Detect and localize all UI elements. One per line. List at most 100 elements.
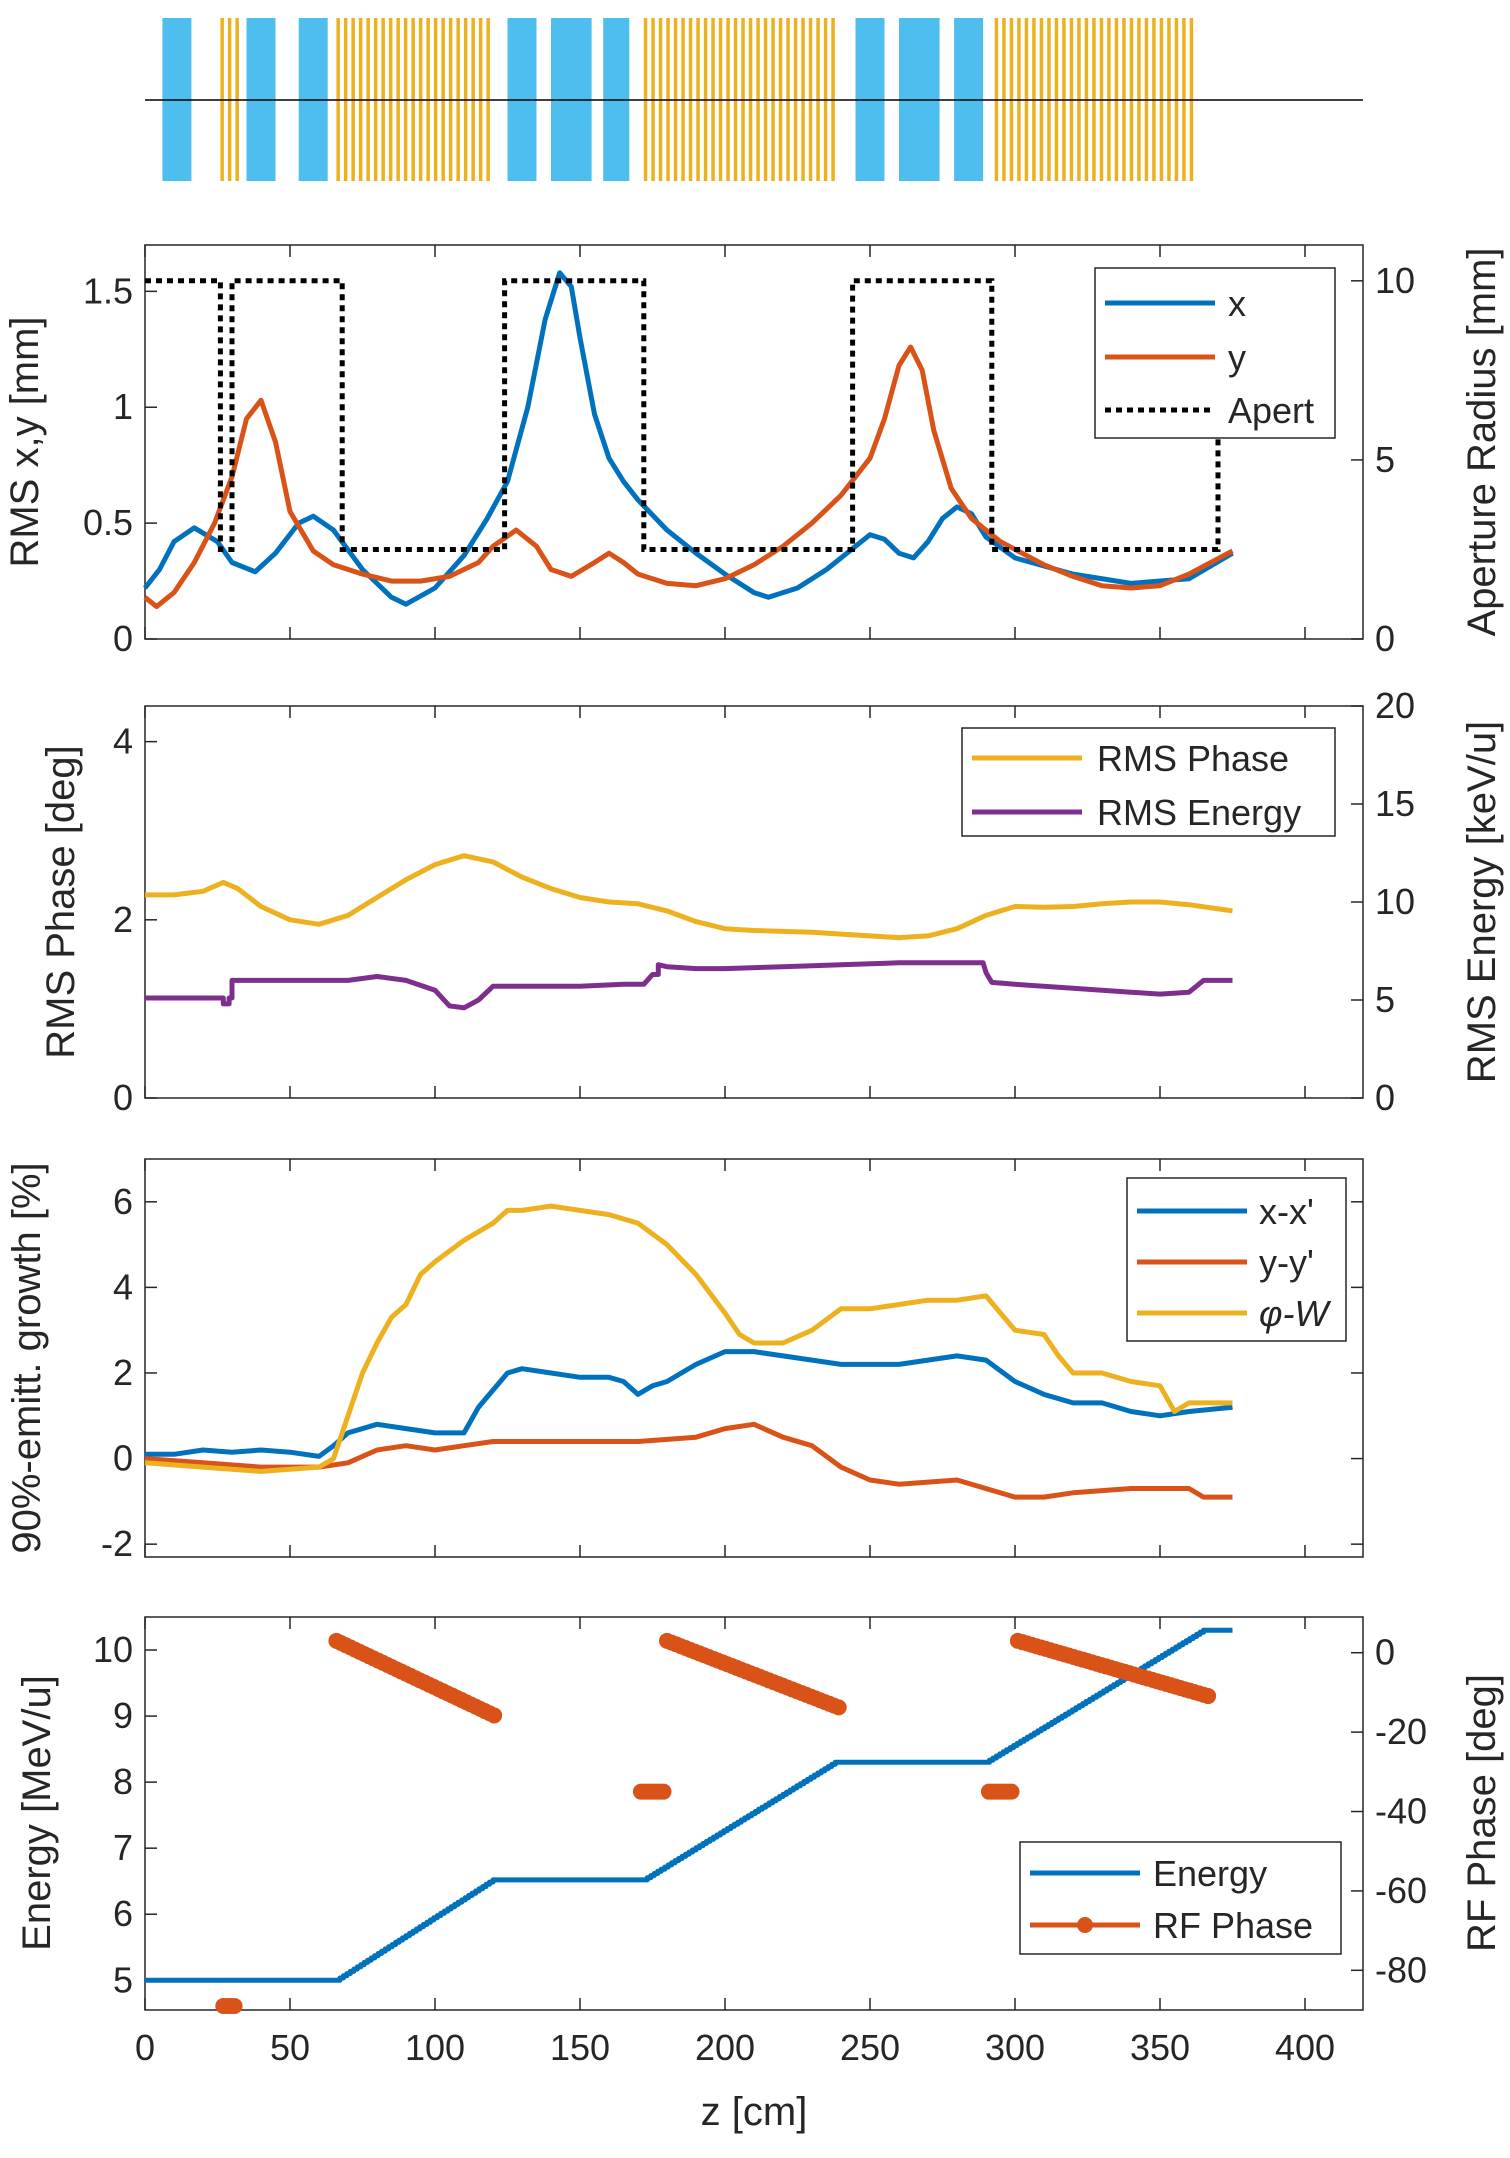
- y2-axis-label: RF Phase [deg]: [1460, 1674, 1504, 1952]
- y2-tick-label: 0: [1375, 1632, 1395, 1673]
- series-energy: [145, 1627, 1233, 1983]
- legend-label-energy: Energy: [1153, 1853, 1267, 1894]
- series-y: [143, 344, 1234, 610]
- legend-label-rf-phase: RF Phase: [1153, 1905, 1313, 1946]
- y2-tick-label: 10: [1375, 260, 1415, 301]
- y2-tick-label: 5: [1375, 439, 1395, 480]
- legend-label-y-yprime: y-y': [1259, 1242, 1314, 1283]
- series-rms-energy: [145, 960, 1233, 1011]
- rf-phase-point: [1200, 1688, 1217, 1705]
- legend-box: [961, 727, 1336, 837]
- lattice-layout: [145, 18, 1363, 181]
- y2-tick-label: -40: [1375, 1791, 1427, 1832]
- y2-tick-label: -80: [1375, 1949, 1427, 1990]
- left-axis-ticks: 0 2 4: [113, 721, 157, 1118]
- legend: x-x' y-y' φ-W: [1126, 1177, 1347, 1342]
- legend-box: [1094, 267, 1336, 439]
- plot-area: [144, 1616, 1364, 2011]
- y2-tick-label: 15: [1375, 783, 1415, 824]
- left-axis-ticks: 0 0.5 1 1.5: [83, 270, 157, 659]
- y2-tick-label: -60: [1375, 1870, 1427, 1911]
- y-tick-label: 1.5: [83, 270, 133, 311]
- y-tick-label: 6: [113, 1893, 133, 1934]
- y-tick-label: 4: [113, 1266, 133, 1307]
- series-x: [143, 270, 1234, 607]
- x-tick-label: 100: [405, 2027, 465, 2068]
- x-tick-label: 50: [270, 2027, 310, 2068]
- left-axis-ticks: 5 6 7 8 9 10: [93, 1629, 157, 2000]
- panel-rms-size: 0 0.5 1 1.5 0 5 10 RMS x,y [mm] Aperture Radi…: [3, 244, 1504, 659]
- x-tick-label: 300: [985, 2027, 1045, 2068]
- series--w: [144, 1203, 1233, 1474]
- y-axis-label: Energy [MeV/u]: [15, 1675, 59, 1951]
- panel-energy-rf-phase: 5 6 7 8 9 10 -80 -60 -40 -20 0 0 50 100 150 200 250 300…: [15, 1616, 1504, 2134]
- left-axis-ticks: -2 0 2 4 6: [101, 1181, 1363, 1564]
- legend: RMS Phase RMS Energy: [961, 727, 1336, 837]
- legend-label-apert: Apert: [1228, 390, 1314, 431]
- x-tick-label: 150: [550, 2027, 610, 2068]
- legend-marker-rf-phase: [1077, 1917, 1093, 1933]
- legend-label-x-xprime: x-x': [1259, 1191, 1314, 1232]
- y2-axis-label: Aperture Radius [mm]: [1460, 247, 1504, 636]
- legend-label-x: x: [1228, 283, 1246, 324]
- series-group: [143, 270, 1234, 610]
- y-tick-label: 2: [113, 899, 133, 940]
- y-tick-label: 9: [113, 1695, 133, 1736]
- x-tick-label: 200: [695, 2027, 755, 2068]
- y-axis-label: RMS x,y [mm]: [3, 316, 47, 567]
- legend: Energy RF Phase: [1019, 1841, 1342, 1955]
- bottom-axis-ticks: [144, 706, 1306, 1098]
- y-tick-label: 1: [113, 386, 133, 427]
- series-apert: [145, 278, 1221, 552]
- legend-box: [1019, 1841, 1342, 1955]
- series-rms-phase: [145, 853, 1233, 941]
- rf-phase-point: [655, 1783, 672, 1800]
- panel-emittance-growth: -2 0 2 4 6 90%-emitt. growth [%] x-x' y-y' φ…: [5, 1158, 1364, 1564]
- y2-tick-label: 0: [1375, 618, 1395, 659]
- y2-tick-label: 5: [1375, 979, 1395, 1020]
- x-tick-label: 350: [1130, 2027, 1190, 2068]
- y-tick-label: 2: [113, 1352, 133, 1393]
- y-tick-label: 7: [113, 1827, 133, 1868]
- y-tick-label: 0: [113, 1438, 133, 1479]
- y2-axis-label: RMS Energy [keV/u]: [1460, 721, 1504, 1083]
- x-tick-label: 0: [135, 2027, 155, 2068]
- y-tick-label: 8: [113, 1761, 133, 1802]
- legend-label-rms-energy: RMS Energy: [1097, 792, 1301, 833]
- y2-tick-label: -20: [1375, 1711, 1427, 1752]
- bottom-axis-ticks: 0 50 100 150 200 250 300 350 400: [135, 1617, 1335, 2068]
- rf-phase-point: [1003, 1783, 1020, 1800]
- bottom-axis-ticks: [144, 1159, 1306, 1557]
- x-tick-label: 400: [1275, 2027, 1335, 2068]
- plot-area: [144, 1158, 1364, 1558]
- legend: x y Apert: [1094, 267, 1336, 439]
- y-tick-label: 0: [113, 618, 133, 659]
- rf-phase-point: [486, 1707, 503, 1724]
- right-axis-ticks: 0 5 10: [1351, 260, 1415, 659]
- legend-label-phi-w: φ-W: [1259, 1293, 1331, 1334]
- y-tick-label: 0.5: [83, 502, 133, 543]
- series-group: [144, 1203, 1233, 1500]
- right-axis-ticks: -80 -60 -40 -20 0: [1351, 1632, 1427, 1990]
- y-tick-label: 0: [113, 1077, 133, 1118]
- y-tick-label: -2: [101, 1523, 133, 1564]
- x-tick-label: 250: [840, 2027, 900, 2068]
- y-axis-label: RMS Phase [deg]: [39, 745, 83, 1059]
- rf-phase-point: [226, 1998, 243, 2015]
- bottom-axis-ticks: [144, 245, 1306, 639]
- right-axis-ticks: 0 5 10 15 20: [1351, 685, 1415, 1118]
- legend-label-y: y: [1228, 337, 1246, 378]
- series-x-x-: [145, 1349, 1233, 1459]
- y-tick-label: 10: [93, 1629, 133, 1670]
- y-tick-label: 5: [113, 1959, 133, 2000]
- series-rf-phase: [215, 1632, 1217, 2015]
- y2-tick-label: 20: [1375, 685, 1415, 726]
- plot-area: [144, 244, 1364, 640]
- y-tick-label: 4: [113, 721, 133, 762]
- panel-rms-phase-energy: 0 2 4 0 5 10 15 20 RMS Phase [deg] RMS Energy …: [39, 685, 1504, 1118]
- legend-label-rms-phase: RMS Phase: [1097, 738, 1289, 779]
- series-group: [145, 1627, 1233, 2015]
- y-axis-label: 90%-emitt. growth [%]: [5, 1162, 49, 1553]
- rf-phase-point: [830, 1699, 847, 1716]
